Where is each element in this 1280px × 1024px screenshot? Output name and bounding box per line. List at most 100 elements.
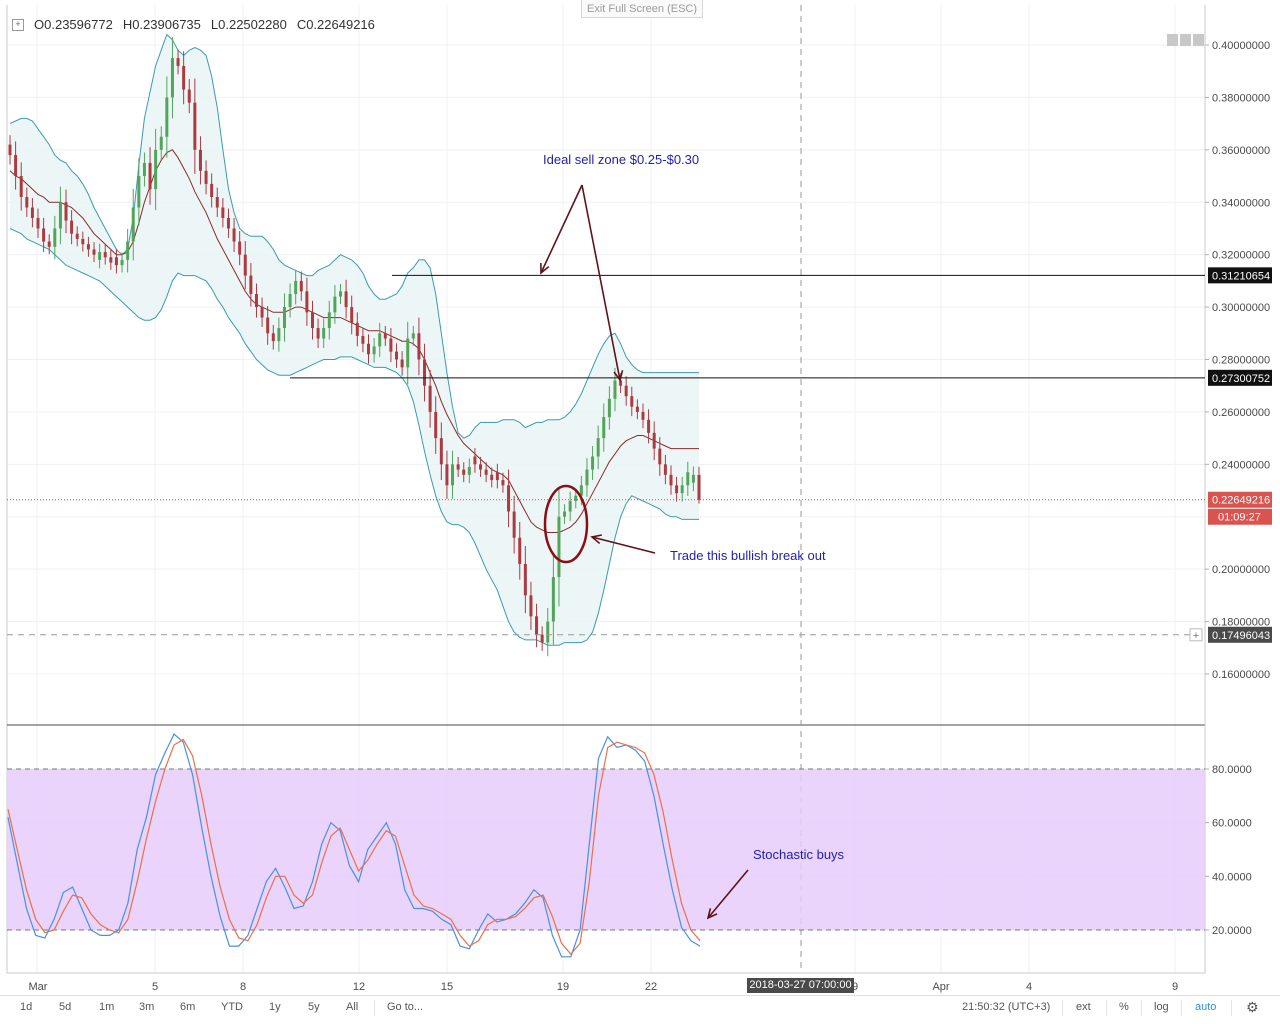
candle[interactable] — [198, 136, 202, 185]
candle[interactable] — [490, 467, 494, 488]
candle[interactable] — [456, 456, 460, 477]
candle[interactable] — [64, 189, 68, 234]
candle[interactable] — [613, 367, 617, 412]
candle[interactable] — [607, 386, 611, 430]
candle[interactable] — [523, 546, 527, 614]
candle[interactable] — [193, 78, 197, 174]
candle[interactable] — [663, 454, 667, 485]
candle[interactable] — [518, 521, 522, 580]
range-all-button[interactable]: All — [346, 1001, 359, 1013]
candle[interactable] — [210, 173, 214, 208]
candle[interactable] — [400, 351, 404, 376]
gear-icon[interactable]: ⚙ — [1246, 999, 1259, 1015]
candle[interactable] — [378, 322, 382, 357]
candle[interactable] — [154, 128, 158, 211]
candle[interactable] — [25, 187, 29, 217]
candle[interactable] — [635, 399, 639, 420]
candle[interactable] — [277, 317, 281, 352]
candle[interactable] — [479, 456, 483, 477]
candle[interactable] — [299, 271, 303, 301]
range-6m-button[interactable]: 6m — [180, 1001, 196, 1013]
candle[interactable] — [322, 318, 326, 348]
log-toggle[interactable]: log — [1154, 1001, 1169, 1013]
candle[interactable] — [596, 425, 600, 470]
candle[interactable] — [495, 463, 499, 489]
candle[interactable] — [462, 462, 466, 483]
candle[interactable] — [131, 188, 135, 261]
candle[interactable] — [540, 626, 544, 651]
candle[interactable] — [507, 469, 511, 528]
bollinger-lower-line[interactable] — [9, 228, 699, 646]
candle[interactable] — [215, 187, 219, 217]
candle[interactable] — [591, 445, 595, 481]
candle[interactable] — [14, 141, 18, 190]
candle[interactable] — [58, 186, 62, 245]
candle[interactable] — [238, 231, 242, 266]
candle[interactable] — [249, 263, 253, 307]
candle[interactable] — [47, 234, 51, 255]
candle[interactable] — [411, 325, 415, 346]
range-5y-button[interactable]: 5y — [308, 1001, 320, 1013]
candle[interactable] — [406, 321, 410, 385]
candle[interactable] — [501, 472, 505, 493]
candle[interactable] — [114, 248, 118, 274]
candle[interactable] — [675, 476, 679, 502]
range-1m-button[interactable]: 1m — [99, 1001, 115, 1013]
candle[interactable] — [42, 217, 46, 253]
bollinger-upper-line[interactable] — [9, 33, 699, 439]
candle[interactable] — [451, 450, 455, 499]
candle[interactable] — [120, 252, 124, 273]
candle[interactable] — [585, 458, 589, 497]
candle[interactable] — [126, 228, 130, 273]
candle[interactable] — [8, 135, 12, 165]
range-5d-button[interactable]: 5d — [59, 1001, 72, 1013]
candle[interactable] — [568, 491, 572, 521]
candle[interactable] — [669, 465, 673, 495]
candle[interactable] — [546, 607, 550, 657]
candle[interactable] — [271, 324, 275, 350]
candle[interactable] — [333, 285, 337, 324]
price-axis[interactable]: 0.16000000 0.18000000 0.20000000 0.24000000… — [1189, 40, 1272, 937]
candle[interactable] — [423, 343, 427, 402]
goto-button[interactable]: Go to... — [387, 1001, 424, 1013]
candle[interactable] — [624, 376, 628, 406]
candle[interactable] — [282, 293, 286, 342]
candle[interactable] — [658, 437, 662, 476]
candle[interactable] — [641, 403, 645, 429]
candle[interactable] — [395, 343, 399, 368]
candle[interactable] — [53, 215, 57, 260]
candle[interactable] — [266, 306, 270, 345]
candle[interactable] — [344, 279, 348, 319]
exit-fullscreen-button[interactable]: Exit Full Screen (ESC) — [581, 0, 703, 18]
candle[interactable] — [305, 277, 309, 326]
candle[interactable] — [316, 318, 320, 348]
candle[interactable] — [535, 603, 539, 648]
candle[interactable] — [484, 462, 488, 483]
candle[interactable] — [243, 241, 247, 290]
candle[interactable] — [473, 448, 477, 473]
candle[interactable] — [434, 396, 438, 454]
range-1d-button[interactable]: 1d — [20, 1001, 33, 1013]
candle[interactable] — [630, 386, 634, 417]
candle[interactable] — [254, 283, 258, 318]
candle[interactable] — [30, 198, 34, 228]
candle[interactable] — [361, 327, 365, 353]
pane-controls[interactable] — [1167, 34, 1204, 46]
candle[interactable] — [75, 226, 79, 247]
candle[interactable] — [372, 338, 376, 363]
auto-toggle[interactable]: auto — [1195, 1001, 1217, 1013]
candle[interactable] — [288, 283, 292, 318]
candle[interactable] — [389, 328, 393, 363]
candle[interactable] — [417, 317, 421, 376]
candle[interactable] — [338, 284, 342, 304]
candle[interactable] — [221, 198, 225, 228]
time-axis[interactable]: Mar 5 8 12 15 19 22 9 Apr 4 9 — [29, 981, 1179, 993]
plus-icon[interactable] — [1189, 628, 1203, 642]
candle[interactable] — [165, 76, 169, 158]
plus-square-icon[interactable]: + — [12, 18, 24, 31]
candle[interactable] — [367, 334, 371, 364]
arrow-down-icon[interactable] — [1180, 34, 1191, 46]
candle[interactable] — [557, 487, 561, 607]
candle[interactable] — [529, 581, 533, 630]
